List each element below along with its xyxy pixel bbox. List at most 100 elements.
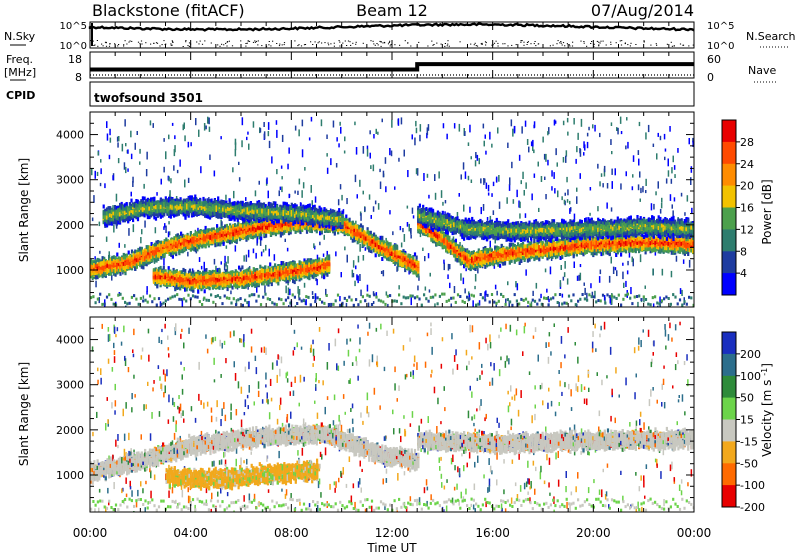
power-cell xyxy=(611,169,613,175)
power-cell xyxy=(499,202,501,209)
noise-search-point xyxy=(680,44,681,45)
power-cell xyxy=(414,138,416,146)
power-cell xyxy=(664,157,666,160)
power-cell xyxy=(460,273,462,280)
power-cell xyxy=(110,138,112,143)
power-cell xyxy=(341,195,343,201)
power-cell xyxy=(509,300,511,303)
noise-search-point xyxy=(131,41,132,42)
noise-search-point xyxy=(538,43,539,44)
noise-search-point xyxy=(558,40,559,41)
power-cell xyxy=(355,298,357,301)
noise-search-point xyxy=(431,41,432,42)
power-cell xyxy=(113,303,115,306)
noise-search-point xyxy=(342,43,343,44)
power-cell xyxy=(177,170,179,173)
power-cell xyxy=(267,297,269,300)
noise-left-tick-bottom: 10^0 xyxy=(60,41,87,52)
power-cell xyxy=(550,267,552,275)
power-cell xyxy=(639,171,641,177)
power-cell xyxy=(632,174,634,177)
power-cell xyxy=(477,303,479,306)
power-cell xyxy=(170,178,172,183)
power-cell xyxy=(602,294,604,297)
power-cell xyxy=(245,197,247,201)
power-cell xyxy=(498,300,500,303)
power-cell xyxy=(432,296,434,299)
power-cell xyxy=(428,124,430,131)
power-cell xyxy=(344,247,346,251)
power-cell xyxy=(489,132,491,140)
power-cell xyxy=(551,170,553,176)
noise-search-point xyxy=(523,45,524,46)
power-cell xyxy=(645,132,647,139)
power-cell xyxy=(138,303,140,306)
power-cell xyxy=(301,300,303,303)
power-cell xyxy=(305,295,307,298)
power-cell xyxy=(434,174,436,181)
power-cell xyxy=(454,286,456,293)
power-cell xyxy=(627,293,629,296)
power-cell xyxy=(525,269,527,275)
power-cell xyxy=(135,298,137,301)
power-cell xyxy=(684,212,686,216)
power-cell xyxy=(269,249,271,257)
power-cell xyxy=(545,297,547,300)
power-cell xyxy=(110,298,112,301)
power-cell xyxy=(459,295,461,298)
power-cell xyxy=(673,156,675,163)
power-cell xyxy=(604,302,606,305)
power-cell xyxy=(554,188,556,193)
power-cell xyxy=(147,301,149,304)
noise-search-point xyxy=(584,43,585,44)
power-cell xyxy=(221,221,223,225)
noise-search-point xyxy=(297,45,298,46)
power-cell xyxy=(383,171,385,178)
noise-search-point xyxy=(328,43,329,44)
power-cell xyxy=(330,158,332,165)
power-cell xyxy=(167,298,169,301)
power-cell xyxy=(506,197,508,204)
power-cell xyxy=(529,303,531,306)
power-cell xyxy=(469,125,471,133)
power-cell xyxy=(563,277,565,281)
power-cell xyxy=(156,192,158,196)
power-cell xyxy=(116,194,118,202)
power-cell xyxy=(285,286,287,294)
power-cell xyxy=(495,285,497,290)
power-cell xyxy=(385,186,387,192)
power-cell xyxy=(572,293,574,296)
power-cell xyxy=(133,224,135,232)
power-cell xyxy=(555,121,557,124)
power-cell xyxy=(599,276,601,283)
power-cell xyxy=(104,183,106,188)
noise-search-point xyxy=(138,42,139,43)
power-cell xyxy=(122,297,124,300)
power-cell xyxy=(640,188,642,193)
noise-search-point xyxy=(226,46,227,47)
power-cell xyxy=(590,187,592,191)
noise-search-point xyxy=(162,44,163,45)
power-cell xyxy=(463,278,465,285)
power-cell xyxy=(285,239,287,242)
power-cell xyxy=(356,147,358,155)
power-cell xyxy=(468,142,470,146)
noise-search-point xyxy=(97,46,98,47)
power-cell xyxy=(687,195,689,201)
power-cell xyxy=(661,299,663,302)
power-cell xyxy=(357,303,359,306)
power-cell xyxy=(363,146,365,154)
power-cell xyxy=(525,213,527,218)
noise-search-point xyxy=(610,42,611,43)
power-cell xyxy=(439,295,441,298)
power-cell xyxy=(597,206,599,211)
power-cell xyxy=(507,143,509,148)
power-cell xyxy=(616,270,618,276)
power-cell xyxy=(448,264,450,271)
power-cell xyxy=(602,183,604,187)
power-cell xyxy=(192,294,194,297)
power-cell xyxy=(652,269,654,276)
power-cell xyxy=(527,301,529,304)
power-cell xyxy=(224,295,226,298)
power-cell xyxy=(519,213,521,218)
